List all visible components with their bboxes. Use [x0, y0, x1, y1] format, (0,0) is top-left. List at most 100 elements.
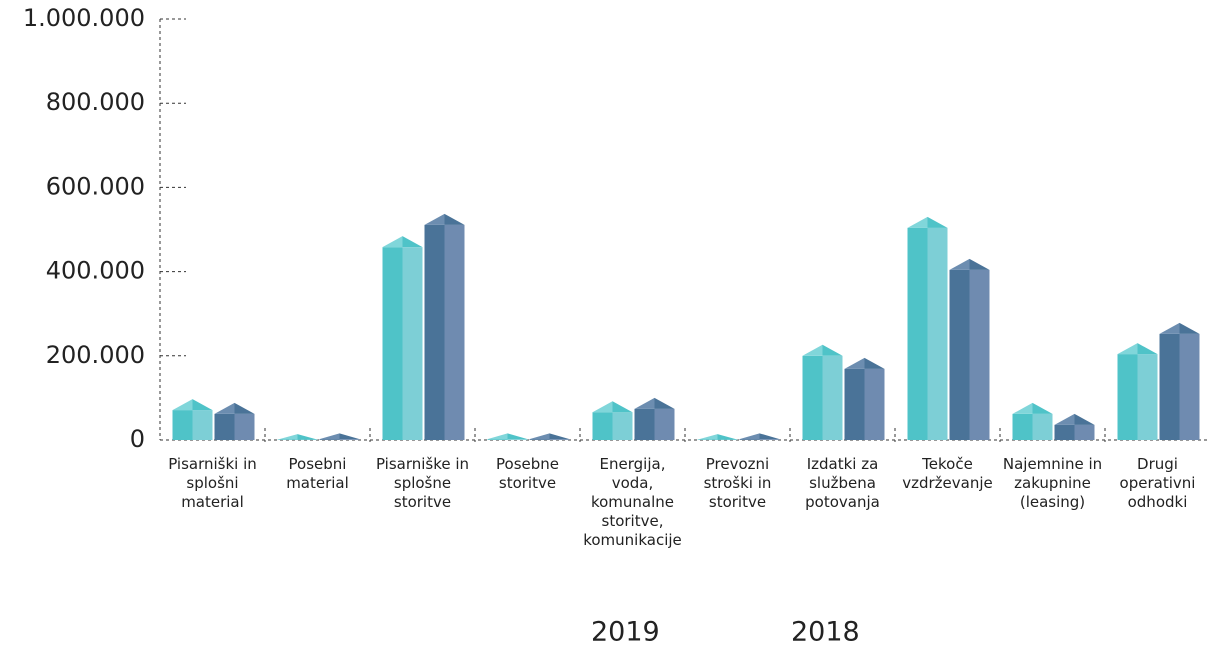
- bar: [1054, 413, 1095, 440]
- bar-face: [234, 413, 255, 440]
- bar-face: [864, 357, 885, 369]
- bar-face: [697, 434, 718, 440]
- bar-face: [172, 399, 193, 411]
- bar-face: [717, 434, 738, 440]
- x-tick-label: Pisarniške in splošne storitve: [375, 455, 470, 511]
- bar: [1117, 343, 1158, 440]
- bar-face: [319, 433, 340, 440]
- bar-face: [339, 433, 360, 440]
- bar-face: [1159, 322, 1180, 334]
- bar-face: [507, 439, 528, 440]
- bar-face: [277, 434, 298, 440]
- bar-face: [1012, 413, 1033, 440]
- bar-face: [969, 269, 990, 440]
- bar-face: [1074, 424, 1095, 440]
- bar-face: [507, 433, 528, 440]
- bar: [172, 399, 213, 440]
- bar-face: [319, 439, 340, 440]
- bar-face: [654, 408, 675, 440]
- bar-face: [487, 433, 508, 440]
- bar-face: [549, 433, 570, 440]
- bar: [277, 434, 318, 440]
- legend-label: 2019: [591, 617, 660, 648]
- bar-face: [214, 413, 235, 440]
- y-tick-label: 800.000: [46, 88, 145, 116]
- bar-face: [634, 397, 655, 409]
- bar: [1012, 402, 1053, 440]
- bar-face: [759, 433, 780, 440]
- bar-face: [402, 236, 423, 248]
- bar-face: [529, 439, 550, 440]
- x-tick-label: Posebni material: [286, 455, 349, 492]
- bar-face: [549, 439, 570, 440]
- bar-face: [949, 269, 970, 440]
- bar-face: [592, 412, 613, 440]
- bar-face: [654, 397, 675, 409]
- bar: [844, 357, 885, 440]
- bar-face: [444, 213, 465, 225]
- bar-face: [844, 357, 865, 369]
- bar-face: [1054, 413, 1075, 425]
- y-tick-label: 200.000: [46, 341, 145, 369]
- bar: [697, 434, 738, 440]
- bar-face: [1137, 343, 1158, 355]
- bar-face: [759, 439, 780, 440]
- bar: [214, 402, 255, 440]
- bar-face: [339, 439, 360, 440]
- bar-face: [444, 224, 465, 440]
- bar-face: [864, 368, 885, 440]
- bar: [487, 433, 528, 440]
- bar-face: [802, 344, 823, 356]
- bar: [949, 258, 990, 440]
- bar-face: [927, 227, 948, 440]
- bar-face: [1054, 424, 1075, 440]
- bar-face: [927, 216, 948, 228]
- x-tick-label: Drugi operativni odhodki: [1119, 455, 1196, 511]
- y-tick-label: 0: [130, 425, 145, 453]
- bar-face: [382, 236, 403, 248]
- bar-face: [844, 368, 865, 440]
- bar-face: [1117, 343, 1138, 355]
- bar-face: [1117, 354, 1138, 440]
- bar-face: [424, 213, 445, 225]
- bar-face: [1032, 402, 1053, 414]
- bar: [424, 213, 465, 440]
- bar: [634, 397, 675, 440]
- y-tick-label: 400.000: [46, 257, 145, 285]
- bar: [907, 216, 948, 440]
- bar-face: [1179, 322, 1200, 334]
- bar: [592, 401, 633, 440]
- bar-face: [382, 247, 403, 440]
- bar-face: [612, 412, 633, 440]
- bar: [529, 433, 570, 440]
- bar-face: [949, 258, 970, 270]
- bar-face: [529, 433, 550, 440]
- x-tick-label: Posebne storitve: [496, 455, 559, 492]
- bar-face: [402, 247, 423, 440]
- bar-face: [1137, 354, 1158, 440]
- bar-face: [424, 224, 445, 440]
- bar-face: [1179, 333, 1200, 440]
- bar-face: [214, 402, 235, 414]
- bar-face: [634, 408, 655, 440]
- bar-face: [192, 399, 213, 411]
- bar-face: [1074, 413, 1095, 425]
- bar: [1159, 322, 1200, 440]
- bar-face: [822, 355, 843, 440]
- bar-face: [969, 258, 990, 270]
- bar-face: [1032, 413, 1053, 440]
- bar-face: [1159, 333, 1180, 440]
- x-tick-label: Prevozni stroški in storitve: [703, 455, 772, 511]
- bar-face: [487, 439, 508, 440]
- bar-face: [592, 401, 613, 413]
- bar-face: [234, 402, 255, 414]
- x-tick-label: Tekoče vzdrževanje: [902, 455, 993, 492]
- bar: [739, 433, 780, 440]
- bar-face: [822, 344, 843, 356]
- y-tick-label: 600.000: [46, 172, 145, 200]
- bar-face: [1012, 402, 1033, 414]
- bar-face: [907, 227, 928, 440]
- bar-face: [907, 216, 928, 228]
